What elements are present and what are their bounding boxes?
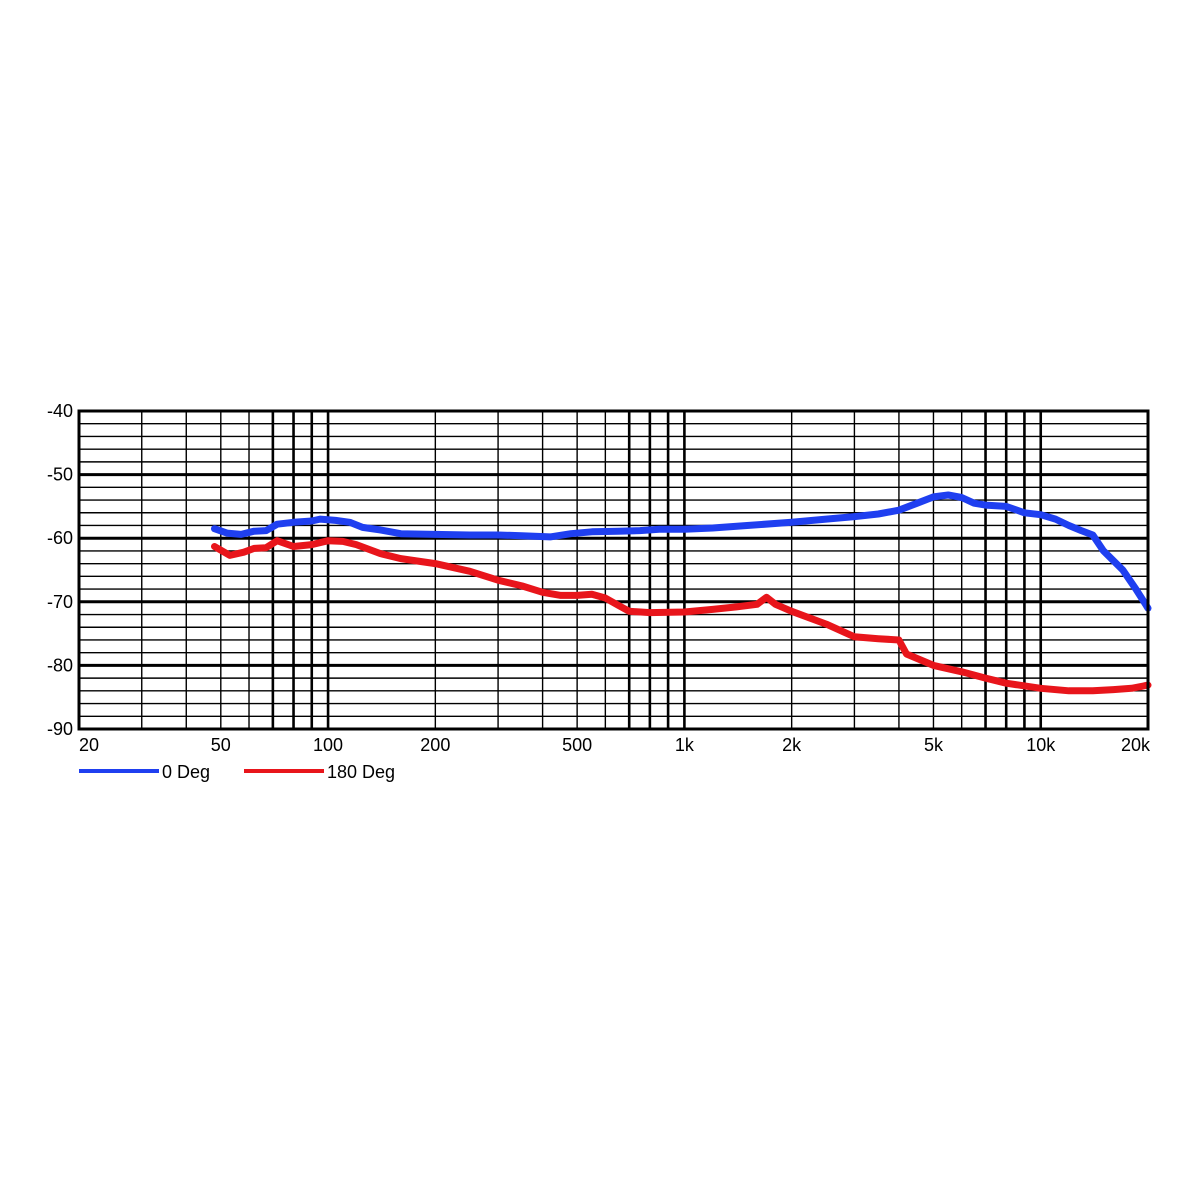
x-tick-label: 100: [313, 735, 343, 755]
legend-item: 180 Deg: [244, 762, 395, 782]
grid: [79, 411, 1148, 729]
legend-item: 0 Deg: [79, 762, 210, 782]
x-tick-label: 5k: [924, 735, 944, 755]
y-axis-tick-labels: -40 -50 -60 -70 -80 -90: [47, 401, 73, 739]
x-tick-label: 50: [211, 735, 231, 755]
y-tick-label: -40: [47, 401, 73, 421]
x-tick-label: 500: [562, 735, 592, 755]
y-tick-label: -90: [47, 719, 73, 739]
x-tick-label: 20k: [1121, 735, 1151, 755]
legend-label: 180 Deg: [327, 762, 395, 782]
curves: [211, 491, 1152, 695]
x-tick-label: 10k: [1026, 735, 1056, 755]
legend: 0 Deg 180 Deg: [79, 762, 395, 782]
y-tick-label: -80: [47, 655, 73, 675]
x-tick-label: 200: [420, 735, 450, 755]
y-tick-label: -50: [47, 465, 73, 485]
x-tick-label: 1k: [675, 735, 695, 755]
y-tick-label: -70: [47, 592, 73, 612]
x-axis-tick-labels: 20 50 100 200 500 1k 2k 5k 10k 20k: [79, 735, 1151, 755]
x-tick-label: 2k: [782, 735, 802, 755]
series-line-180-deg: [211, 537, 1152, 695]
plot-frame: [77, 409, 1150, 731]
legend-label: 0 Deg: [162, 762, 210, 782]
x-tick-label: 20: [79, 735, 99, 755]
y-tick-label: -60: [47, 528, 73, 548]
series-line-0-deg: [211, 491, 1152, 612]
